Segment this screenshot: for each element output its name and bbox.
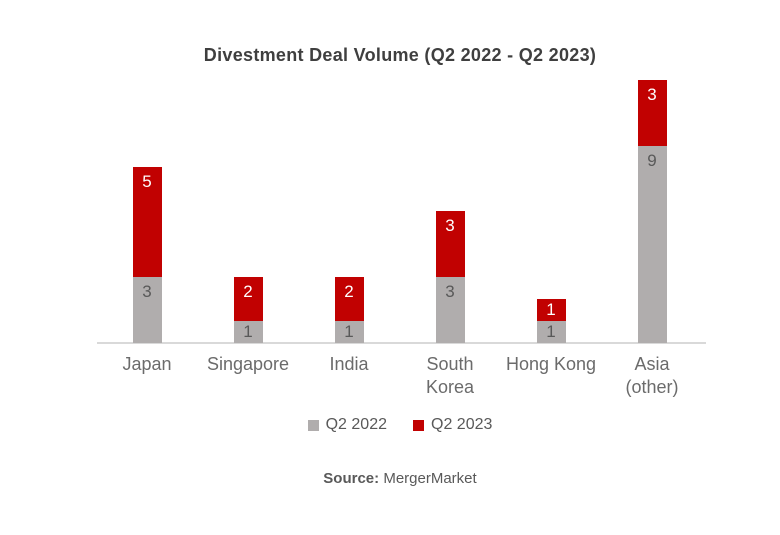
- segment-q2-2023-india: 2: [334, 277, 364, 321]
- value-label-q2-2022-singapore: 1: [243, 322, 253, 341]
- value-label-q2-2023-asia-other: 3: [647, 85, 657, 104]
- category-label-singapore: Singapore: [188, 353, 308, 376]
- category-label-line: South: [426, 354, 474, 374]
- segment-q2-2023-japan: 5: [132, 167, 162, 277]
- segment-q2-2022-south-korea: 3: [435, 277, 465, 343]
- category-label-japan: Japan: [87, 353, 207, 376]
- value-label-q2-2023-japan: 5: [142, 172, 152, 191]
- source-label: Source:: [323, 470, 380, 487]
- value-label-q2-2023-south-korea: 3: [445, 216, 455, 235]
- legend-item-q2-2022: Q2 2022: [307, 416, 387, 434]
- legend-label-q2-2022: Q2 2022: [325, 416, 387, 433]
- value-label-q2-2022-india: 1: [344, 322, 354, 341]
- legend: Q2 2022 Q2 2023: [20, 416, 780, 434]
- value-label-q2-2022-asia-other: 9: [647, 151, 657, 170]
- category-label-line: (other): [625, 377, 679, 397]
- legend-item-q2-2023: Q2 2023: [413, 416, 492, 434]
- segment-q2-2023-hong-kong: 1: [536, 299, 566, 321]
- category-label-asia-other: Asia (other): [592, 353, 712, 399]
- category-label-line: India: [329, 354, 369, 374]
- category-label-line: Asia: [634, 354, 670, 374]
- legend-swatch-q2-2022-icon: [307, 419, 319, 431]
- segment-q2-2023-asia-other: 3: [637, 80, 667, 146]
- category-label-line: Korea: [425, 377, 475, 397]
- value-label-q2-2022-japan: 3: [142, 282, 152, 301]
- x-axis-line: [97, 342, 706, 344]
- source-text: MergerMarket: [383, 470, 477, 487]
- category-label-hong-kong: Hong Kong: [491, 353, 611, 376]
- category-label-south-korea: South Korea: [390, 353, 510, 399]
- segment-q2-2023-singapore: 2: [233, 277, 263, 321]
- value-label-q2-2022-hong-kong: 1: [546, 322, 556, 341]
- value-label-q2-2023-india: 2: [344, 282, 354, 301]
- legend-swatch-q2-2023-icon: [413, 419, 424, 431]
- chart-title: Divestment Deal Volume (Q2 2022 - Q2 202…: [203, 45, 597, 65]
- value-label-q2-2022-south-korea: 3: [445, 282, 455, 301]
- segment-q2-2023-south-korea: 3: [435, 211, 465, 277]
- value-label-q2-2023-hong-kong: 1: [546, 300, 556, 319]
- category-label-line: Hong Kong: [505, 354, 597, 374]
- value-label-q2-2023-singapore: 2: [243, 282, 253, 301]
- source-note: Source: MergerMarket: [20, 470, 780, 487]
- legend-label-q2-2023: Q2 2023: [431, 416, 493, 433]
- segment-q2-2022-hong-kong: 1: [536, 321, 566, 343]
- segment-q2-2022-asia-other: 9: [637, 146, 667, 343]
- segment-q2-2022-singapore: 1: [233, 321, 263, 343]
- category-label-line: Japan: [122, 354, 172, 374]
- segment-q2-2022-india: 1: [334, 321, 364, 343]
- category-label-india: India: [289, 353, 409, 376]
- segment-q2-2022-japan: 3: [132, 277, 162, 343]
- category-label-line: Singapore: [206, 354, 290, 374]
